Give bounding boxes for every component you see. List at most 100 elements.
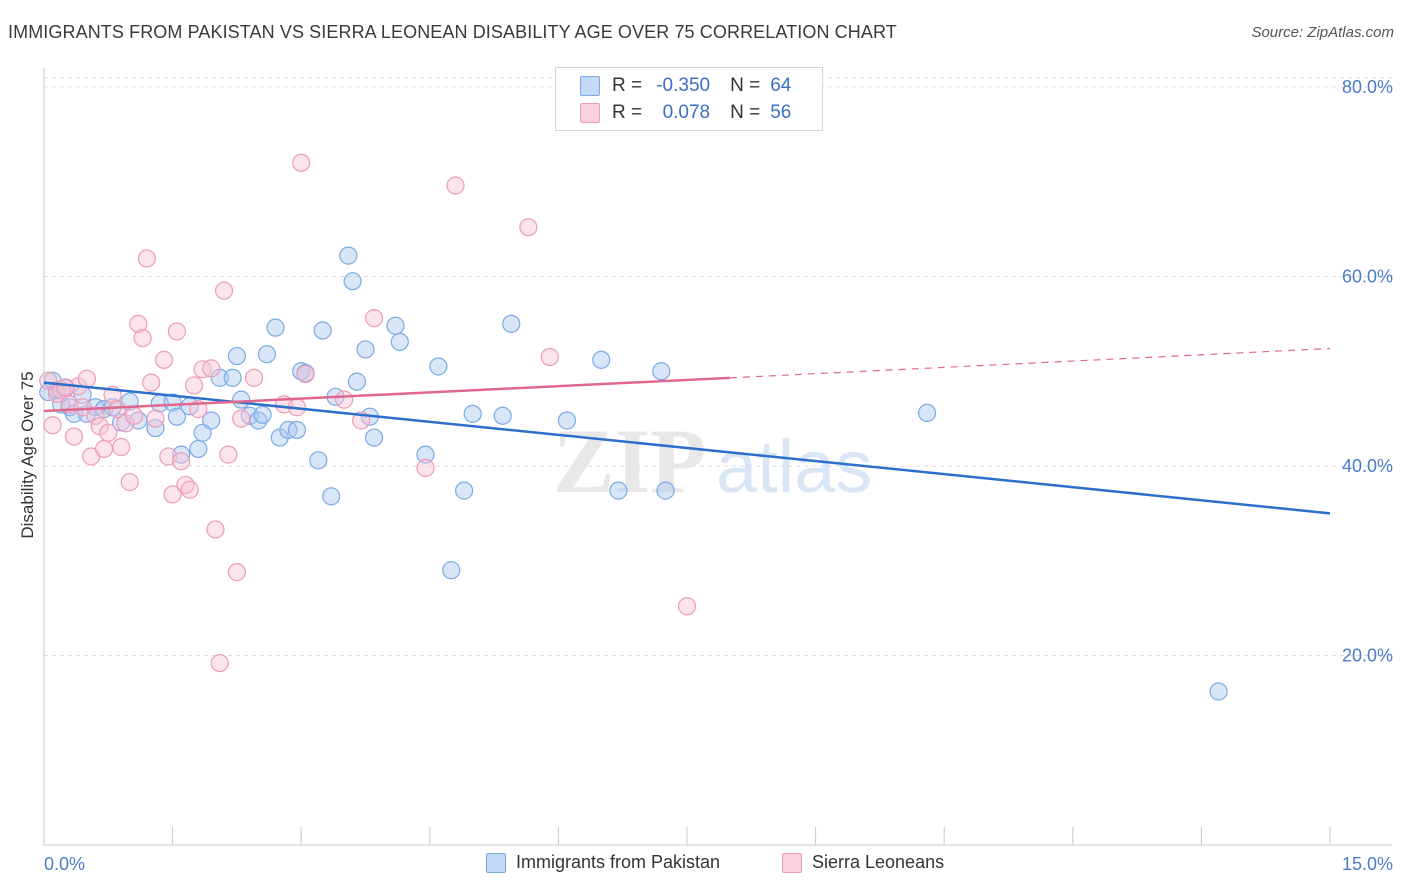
legend-item-sierra-leonean: Sierra Leoneans [782, 852, 944, 873]
point-sierra-leonean-23 [154, 350, 174, 369]
legend-swatch-pakistan [486, 852, 506, 873]
point-sierra-leonean-25 [163, 485, 182, 504]
legend-label-pakistan: Immigrants from Pakistan [516, 852, 721, 872]
point-pakistan-31 [257, 345, 277, 364]
data-points [39, 153, 1228, 701]
point-sierra-leonean-53 [184, 376, 204, 395]
point-sierra-leonean-5 [64, 427, 84, 446]
point-sierra-leonean-18 [124, 406, 144, 425]
chart-title: IMMIGRANTS FROM PAKISTAN VS SIERRA LEONE… [8, 22, 897, 42]
point-pakistan-45 [356, 340, 375, 359]
point-sierra-leonean-38 [244, 368, 264, 387]
point-pakistan-50 [416, 445, 435, 464]
point-sierra-leonean-33 [206, 520, 225, 539]
watermark-atlas: atlas [716, 425, 872, 508]
point-sierra-leonean-54 [334, 390, 354, 409]
point-pakistan-25 [223, 368, 242, 387]
point-pakistan-58 [592, 350, 611, 369]
point-sierra-leonean-19 [129, 314, 148, 333]
point-pakistan-15 [146, 418, 165, 438]
watermark-zip: ZIP [553, 410, 706, 512]
r-value-pakistan: -0.350 [656, 75, 711, 96]
point-sierra-leonean-55 [56, 378, 75, 397]
x-tick-label-1: 15.0% [1342, 854, 1393, 874]
r-label: R = [612, 75, 643, 96]
legend-swatch-sierra-leonean [580, 103, 600, 123]
point-sierra-leonean-32 [202, 359, 221, 378]
point-sierra-leonean-20 [133, 328, 152, 348]
point-sierra-leonean-21 [137, 249, 156, 268]
axes [43, 68, 1392, 846]
point-pakistan-55 [493, 406, 512, 425]
point-pakistan-26 [227, 346, 246, 366]
point-pakistan-53 [454, 481, 474, 500]
r-label: R = [612, 102, 643, 123]
point-pakistan-51 [429, 357, 448, 376]
source-label: Source: ZipAtlas.com [1251, 24, 1394, 41]
point-sierra-leonean-48 [540, 347, 559, 367]
point-sierra-leonean-27 [172, 452, 191, 471]
point-sierra-leonean-29 [180, 480, 199, 499]
x-tick-labels: 0.0% 15.0% [44, 854, 1393, 874]
point-pakistan-56 [502, 314, 521, 333]
point-pakistan-48 [386, 316, 405, 335]
point-sierra-leonean-41 [292, 153, 311, 172]
point-sierra-leonean-9 [86, 406, 105, 425]
point-pakistan-17 [163, 393, 182, 412]
point-sierra-leonean-46 [446, 176, 465, 195]
point-sierra-leonean-37 [227, 563, 246, 582]
legend-swatch-pakistan [580, 76, 600, 96]
point-pakistan-23 [202, 411, 221, 430]
grid [44, 77, 1392, 656]
point-pakistan-39 [313, 321, 332, 340]
legend-label-sierra-leonean: Sierra Leoneans [812, 852, 945, 872]
n-label: N = [730, 102, 761, 123]
point-pakistan-40 [322, 487, 341, 506]
point-sierra-leonean-1 [43, 416, 62, 435]
point-pakistan-18 [167, 407, 186, 426]
point-pakistan-32 [266, 318, 285, 337]
point-pakistan-59 [609, 481, 628, 500]
point-sierra-leonean-45 [416, 458, 435, 477]
point-sierra-leonean-50 [142, 373, 161, 392]
point-pakistan-21 [189, 439, 208, 459]
trend-line-extension-sierra-leonean [729, 347, 1331, 379]
point-sierra-leonean-15 [112, 437, 131, 457]
x-tick-label-0: 0.0% [44, 854, 85, 874]
point-pakistan-44 [347, 372, 367, 391]
point-pakistan-38 [309, 451, 328, 470]
point-pakistan-57 [557, 411, 577, 430]
point-pakistan-52 [442, 561, 461, 580]
point-sierra-leonean-52 [232, 409, 251, 428]
point-sierra-leonean-35 [214, 281, 234, 300]
point-sierra-leonean-51 [73, 398, 92, 417]
point-pakistan-61 [656, 481, 675, 500]
y-tick-label-0: 20.0% [1342, 645, 1393, 665]
n-label: N = [730, 75, 761, 96]
r-value-sierra-leonean: 0.078 [662, 102, 711, 123]
legend-swatch-sierra-leonean [782, 852, 802, 873]
n-value-sierra-leonean: 56 [770, 102, 792, 123]
y-tick-labels: 20.0% 40.0% 60.0% 80.0% [1342, 77, 1393, 666]
point-sierra-leonean-47 [519, 218, 538, 237]
point-pakistan-49 [390, 332, 409, 351]
point-sierra-leonean-7 [77, 369, 96, 388]
y-tick-label-1: 40.0% [1342, 456, 1393, 476]
trend-lines [43, 347, 1331, 515]
y-tick-label-3: 80.0% [1342, 77, 1393, 97]
point-pakistan-43 [343, 272, 362, 291]
point-pakistan-60 [652, 362, 671, 381]
point-pakistan-30 [253, 405, 272, 424]
point-sierra-leonean-49 [677, 597, 697, 616]
point-sierra-leonean-26 [167, 322, 186, 341]
trend-line-sierra-leonean [43, 376, 730, 413]
point-sierra-leonean-44 [364, 309, 384, 328]
point-sierra-leonean-34 [210, 653, 229, 673]
point-pakistan-27 [232, 390, 251, 409]
point-sierra-leonean-17 [120, 472, 139, 492]
point-pakistan-47 [364, 428, 384, 447]
point-sierra-leonean-0 [39, 371, 58, 390]
trend-line-pakistan [43, 381, 1331, 515]
stats-row-sierra-leonean: R = 0.078 N = 56 [580, 100, 791, 126]
